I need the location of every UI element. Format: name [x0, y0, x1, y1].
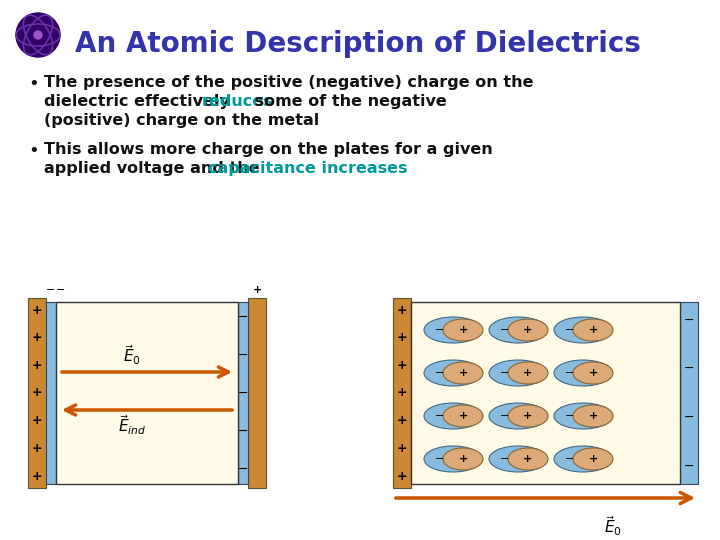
- Ellipse shape: [489, 446, 547, 472]
- Text: +: +: [32, 442, 42, 455]
- Text: −: −: [238, 348, 248, 361]
- Ellipse shape: [424, 360, 482, 386]
- Ellipse shape: [443, 319, 483, 341]
- Text: +: +: [32, 414, 42, 427]
- Text: −: −: [436, 325, 445, 335]
- Text: An Atomic Description of Dielectrics: An Atomic Description of Dielectrics: [75, 30, 641, 58]
- Text: +: +: [588, 454, 598, 464]
- Text: +: +: [397, 469, 408, 483]
- Bar: [680, 302, 698, 484]
- Bar: [28, 298, 46, 488]
- Text: −: −: [565, 368, 575, 378]
- Text: •: •: [28, 75, 39, 93]
- Bar: [411, 302, 680, 484]
- Ellipse shape: [554, 403, 612, 429]
- Text: −: −: [684, 362, 694, 375]
- Text: −: −: [684, 411, 694, 424]
- Text: +: +: [32, 359, 42, 372]
- Bar: [248, 298, 266, 488]
- Text: +: +: [253, 285, 261, 295]
- Text: −: −: [238, 424, 248, 437]
- Text: +: +: [523, 325, 533, 335]
- Text: −: −: [56, 285, 66, 295]
- Text: +: +: [397, 303, 408, 316]
- Text: −: −: [46, 285, 55, 295]
- Ellipse shape: [424, 317, 482, 343]
- Ellipse shape: [554, 446, 612, 472]
- Bar: [393, 298, 411, 488]
- Ellipse shape: [443, 448, 483, 470]
- Text: +: +: [588, 325, 598, 335]
- Text: •: •: [28, 142, 39, 160]
- Text: capacitance increases: capacitance increases: [208, 161, 408, 176]
- Text: +: +: [459, 454, 467, 464]
- Ellipse shape: [554, 360, 612, 386]
- Ellipse shape: [424, 446, 482, 472]
- Text: The presence of the positive (negative) charge on the: The presence of the positive (negative) …: [44, 75, 534, 90]
- Text: +: +: [32, 303, 42, 316]
- Bar: [238, 302, 248, 484]
- Text: $\vec{E}_0$: $\vec{E}_0$: [123, 343, 141, 367]
- Text: +: +: [459, 325, 467, 335]
- Text: applied voltage and the: applied voltage and the: [44, 161, 265, 176]
- Text: (positive) charge on the metal: (positive) charge on the metal: [44, 113, 319, 128]
- Text: −: −: [436, 411, 445, 421]
- Text: +: +: [397, 442, 408, 455]
- Text: −: −: [684, 314, 694, 327]
- Text: −: −: [500, 411, 510, 421]
- Text: −: −: [500, 454, 510, 464]
- Ellipse shape: [489, 317, 547, 343]
- Ellipse shape: [573, 448, 613, 470]
- Ellipse shape: [508, 448, 548, 470]
- Text: −: −: [500, 325, 510, 335]
- Text: This allows more charge on the plates for a given: This allows more charge on the plates fo…: [44, 142, 492, 157]
- Text: +: +: [523, 368, 533, 378]
- Text: +: +: [397, 387, 408, 400]
- Text: −: −: [436, 454, 445, 464]
- Ellipse shape: [489, 360, 547, 386]
- Circle shape: [34, 31, 42, 39]
- Text: −: −: [565, 411, 575, 421]
- Circle shape: [16, 13, 60, 57]
- Text: +: +: [588, 411, 598, 421]
- Text: +: +: [397, 359, 408, 372]
- Text: reduces: reduces: [202, 94, 273, 109]
- Text: +: +: [32, 469, 42, 483]
- Text: $\vec{E}_{ind}$: $\vec{E}_{ind}$: [118, 413, 146, 437]
- Text: +: +: [523, 411, 533, 421]
- Ellipse shape: [443, 362, 483, 384]
- Text: −: −: [565, 454, 575, 464]
- Text: $\vec{E}_0$: $\vec{E}_0$: [603, 514, 621, 538]
- Text: +: +: [32, 331, 42, 344]
- Ellipse shape: [573, 362, 613, 384]
- Text: −: −: [684, 460, 694, 472]
- Text: +: +: [397, 331, 408, 344]
- Text: −: −: [565, 325, 575, 335]
- Text: +: +: [523, 454, 533, 464]
- Ellipse shape: [508, 319, 548, 341]
- Text: −: −: [436, 368, 445, 378]
- Text: −: −: [238, 387, 248, 400]
- Text: dielectric effectively: dielectric effectively: [44, 94, 235, 109]
- Bar: [56, 302, 238, 484]
- Ellipse shape: [573, 405, 613, 427]
- Text: +: +: [397, 414, 408, 427]
- Ellipse shape: [508, 362, 548, 384]
- Text: some of the negative: some of the negative: [249, 94, 447, 109]
- Text: −: −: [238, 462, 248, 476]
- Ellipse shape: [489, 403, 547, 429]
- Ellipse shape: [508, 405, 548, 427]
- Text: +: +: [459, 368, 467, 378]
- Ellipse shape: [573, 319, 613, 341]
- Text: −: −: [500, 368, 510, 378]
- Ellipse shape: [443, 405, 483, 427]
- Text: +: +: [588, 368, 598, 378]
- Ellipse shape: [424, 403, 482, 429]
- Text: +: +: [459, 411, 467, 421]
- Text: −: −: [238, 310, 248, 323]
- Bar: [46, 302, 56, 484]
- Ellipse shape: [554, 317, 612, 343]
- Text: +: +: [32, 387, 42, 400]
